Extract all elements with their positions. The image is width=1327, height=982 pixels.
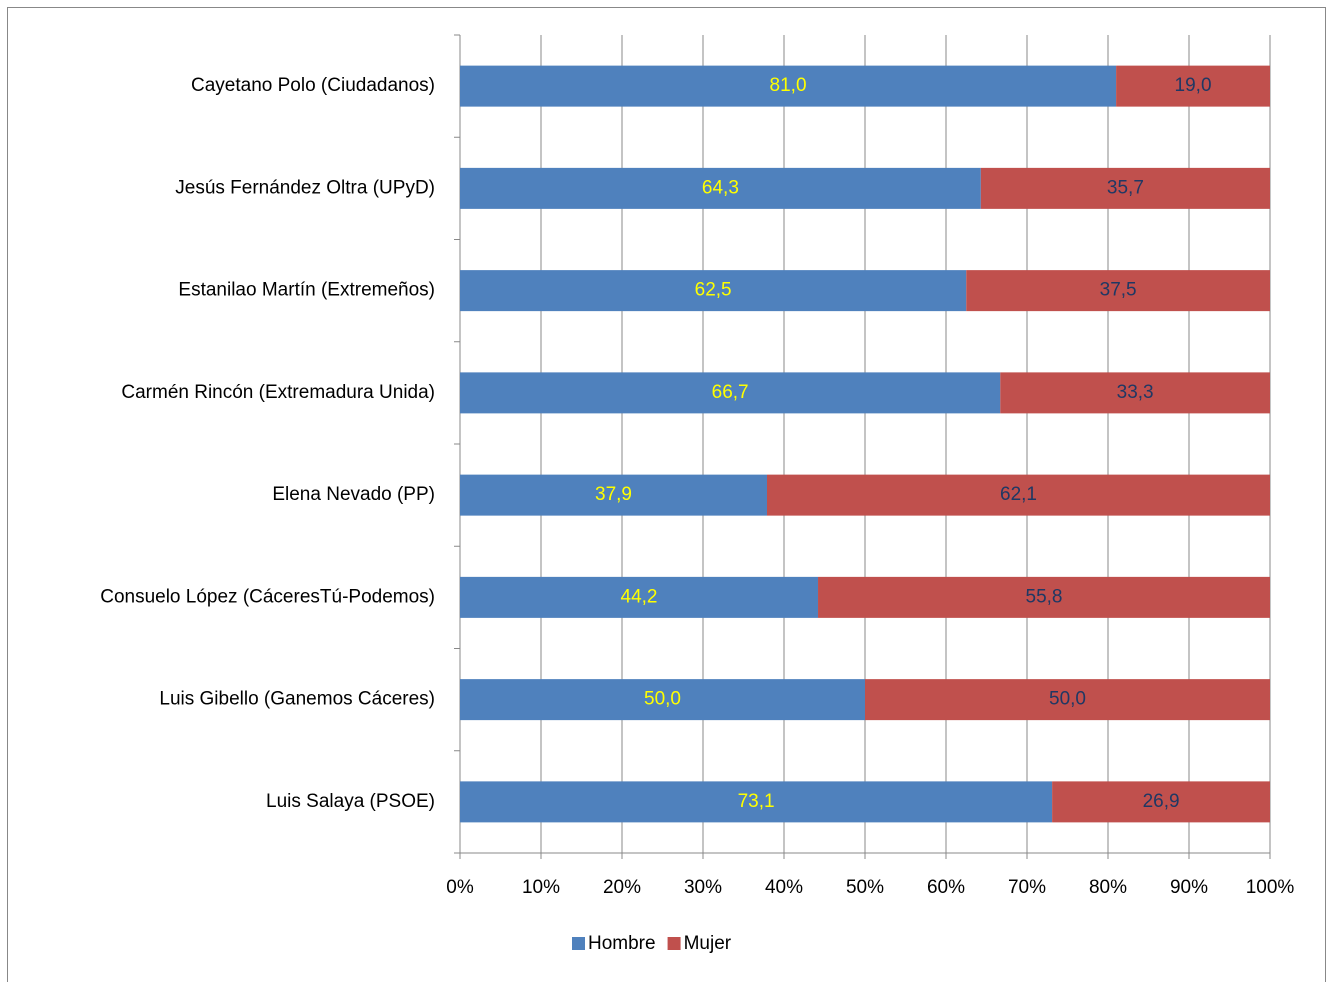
data-label: 62,1 xyxy=(1000,484,1037,505)
data-label: 37,5 xyxy=(1100,280,1137,301)
bar-segment xyxy=(460,372,1001,414)
data-label: 81,0 xyxy=(770,75,807,96)
bar-segment xyxy=(865,679,1270,721)
data-label: 64,3 xyxy=(702,177,739,198)
y-tick-label: Carmén Rincón (Extremadura Unida) xyxy=(121,382,435,403)
data-label: 62,5 xyxy=(695,280,732,301)
x-tick-label: 80% xyxy=(1089,877,1127,898)
data-label: 50,0 xyxy=(644,689,681,710)
legend-swatch xyxy=(667,937,681,950)
data-label: 50,0 xyxy=(1049,689,1086,710)
bar-segment xyxy=(966,270,1270,312)
data-label: 66,7 xyxy=(712,382,749,403)
y-tick-label: Elena Nevado (PP) xyxy=(272,484,435,505)
x-tick-label: 40% xyxy=(765,877,803,898)
bar-segment xyxy=(460,270,967,312)
bar-segment xyxy=(460,781,1053,823)
x-tick-label: 20% xyxy=(603,877,641,898)
data-label: 35,7 xyxy=(1107,177,1144,198)
x-tick-label: 90% xyxy=(1170,877,1208,898)
bar-segment xyxy=(460,474,767,516)
x-tick-label: 50% xyxy=(846,877,884,898)
y-tick-label: Cayetano Polo (Ciudadanos) xyxy=(191,75,435,96)
y-tick-label: Luis Gibello (Ganemos Cáceres) xyxy=(159,689,435,710)
bar-segment xyxy=(1000,372,1270,414)
x-tick-label: 100% xyxy=(1246,877,1295,898)
legend-label: Mujer xyxy=(684,933,732,954)
x-tick-label: 70% xyxy=(1008,877,1046,898)
bar-segment xyxy=(1116,65,1270,107)
legend-swatch xyxy=(572,937,585,950)
bar-segment xyxy=(460,167,981,209)
chart-frame xyxy=(7,7,1326,982)
bar-segment xyxy=(980,167,1270,209)
data-label: 33,3 xyxy=(1117,382,1154,403)
bar-segment xyxy=(460,576,819,618)
data-label: 37,9 xyxy=(595,484,632,505)
data-label: 44,2 xyxy=(621,586,658,607)
y-tick-label: Jesús Fernández Oltra (UPyD) xyxy=(175,177,435,198)
y-tick-label: Estanilao Martín (Extremeños) xyxy=(178,280,435,301)
x-tick-label: 0% xyxy=(446,877,474,898)
x-tick-label: 10% xyxy=(522,877,560,898)
legend-label: Hombre xyxy=(588,933,656,954)
bar-segment xyxy=(460,679,865,721)
y-tick-label: Consuelo López (CáceresTú-Podemos) xyxy=(100,586,435,607)
bar-segment xyxy=(766,474,1270,516)
data-label: 73,1 xyxy=(738,791,775,812)
data-label: 19,0 xyxy=(1175,75,1212,96)
bar-segment xyxy=(1052,781,1270,823)
y-tick-label: Luis Salaya (PSOE) xyxy=(266,791,435,812)
bar-segment xyxy=(818,576,1270,618)
x-tick-label: 60% xyxy=(927,877,965,898)
data-label: 55,8 xyxy=(1026,586,1063,607)
x-tick-label: 30% xyxy=(684,877,722,898)
bar-segment xyxy=(460,65,1117,107)
data-label: 26,9 xyxy=(1143,791,1180,812)
